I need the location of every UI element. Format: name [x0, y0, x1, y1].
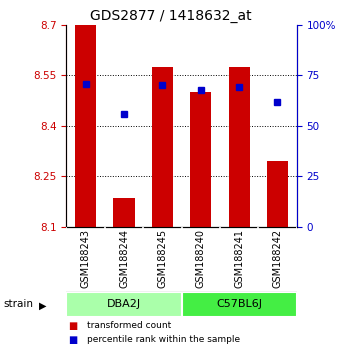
Text: ▶: ▶ [39, 301, 47, 310]
Text: GSM188240: GSM188240 [196, 229, 206, 288]
Text: C57BL6J: C57BL6J [216, 299, 262, 309]
Text: transformed count: transformed count [87, 321, 171, 330]
Text: GSM188243: GSM188243 [81, 229, 91, 288]
Bar [190, 92, 211, 227]
Text: ■: ■ [68, 335, 77, 345]
Bar [182, 292, 297, 317]
Bar [75, 25, 96, 227]
Bar [267, 161, 288, 227]
Bar [228, 67, 250, 227]
Text: GSM188245: GSM188245 [158, 229, 167, 288]
Text: ■: ■ [68, 321, 77, 331]
Bar [152, 67, 173, 227]
Text: GSM188242: GSM188242 [272, 229, 282, 288]
Bar [66, 292, 181, 317]
Text: GSM188244: GSM188244 [119, 229, 129, 288]
Text: GSM188241: GSM188241 [234, 229, 244, 288]
Text: DBA2J: DBA2J [107, 299, 141, 309]
Text: GDS2877 / 1418632_at: GDS2877 / 1418632_at [90, 9, 251, 23]
Text: strain: strain [3, 299, 33, 309]
Text: percentile rank within the sample: percentile rank within the sample [87, 335, 240, 344]
Bar [114, 198, 135, 227]
